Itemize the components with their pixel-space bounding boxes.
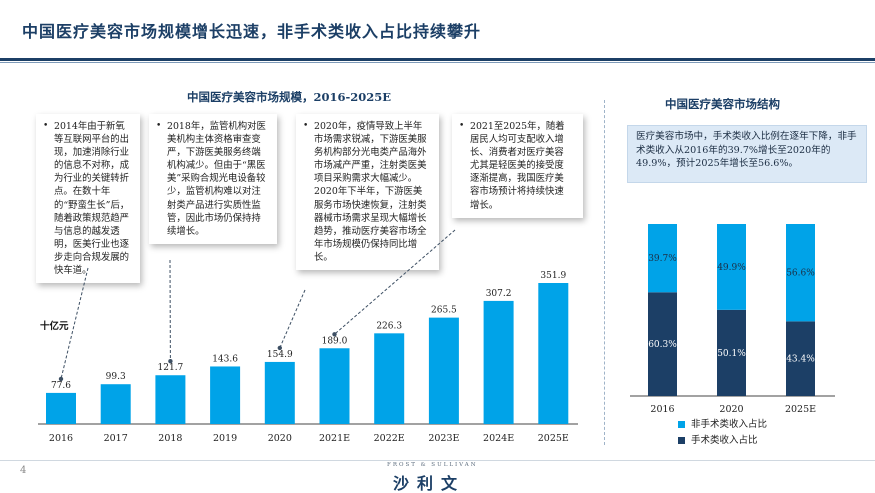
title-underline [0, 58, 875, 61]
x-tick-label: 2019 [213, 433, 237, 444]
bar-2019 [210, 366, 241, 424]
note-connector [279, 289, 306, 349]
bar-2017 [100, 384, 131, 424]
surgical-segment-2020 [717, 309, 746, 396]
legend-label: 手术类收入占比 [691, 435, 758, 446]
note-text: 2021至2025年，随着居民人均可支配收入增长、消费者对医疗美容尤其是轻医美的… [470, 121, 565, 211]
bar-2023E [428, 317, 459, 424]
bar-2021E [319, 348, 350, 424]
non-surgical-share-label: 49.9% [717, 263, 746, 273]
note-connector [60, 267, 89, 380]
non-surgical-segment-2020 [717, 224, 746, 310]
bar-2025E [538, 283, 569, 424]
note-text: 2018年，监管机构对医美机构主体资格审查变严，下游医美服务终端机构减少。但由于… [167, 121, 266, 237]
bullet-icon: • [43, 121, 49, 131]
unit-label: 十亿元 [40, 321, 69, 332]
note-2018: • 2018年，监管机构对医美机构主体资格审查变严，下游医美服务终端机构减少。但… [149, 114, 277, 244]
bar-value-label: 307.2 [486, 289, 512, 299]
section-divider [604, 100, 605, 445]
bar-value-label: 226.3 [376, 321, 402, 331]
footer-divider [0, 460, 875, 461]
bar-value-label: 143.6 [212, 354, 238, 364]
bar-value-label: 265.5 [431, 306, 457, 316]
bar-value-label: 189.0 [322, 336, 348, 346]
x-tick-label: 2018 [158, 433, 182, 444]
surgical-share-label: 60.3% [648, 340, 677, 350]
non-surgical-share-label: 56.6% [786, 269, 815, 279]
bullet-icon: • [459, 121, 465, 131]
structure-x-tick-label: 2020 [719, 404, 743, 415]
bar-2024E [483, 300, 514, 424]
note-connectors [58, 229, 456, 382]
connector-dot [58, 376, 64, 382]
market-size-bar-chart: 77.6 2016 99.3 2017 121.7 2018 143.6 2019 154.9 2… [38, 271, 578, 444]
legend-item-surgical: 手术类收入占比 [678, 432, 758, 446]
legend-swatch-icon [678, 421, 685, 428]
x-tick-label: 2016 [49, 433, 73, 444]
legend-swatch-icon [678, 437, 685, 444]
frost-sullivan-logo: 沙利文 [393, 474, 466, 493]
non-surgical-segment-2016 [648, 224, 677, 293]
structure-x-tick-label: 2025E [785, 404, 816, 415]
note-connector [334, 229, 456, 335]
non-surgical-share-label: 39.7% [648, 254, 677, 264]
surgical-share-label: 43.4% [786, 355, 815, 365]
x-tick-label: 2022E [374, 433, 405, 444]
legend-item-non-surgical: 非手术类收入占比 [678, 416, 767, 430]
logo-caption: FROST & SULLIVAN [387, 462, 478, 468]
non-surgical-segment-2025E [786, 224, 815, 322]
bar-value-label: 154.9 [267, 350, 293, 360]
market-size-chart-title: 中国医疗美容市场规模，2016-2025E [187, 90, 392, 104]
title-underline-thin [0, 62, 875, 63]
market-structure-summary: 医疗美容市场中，手术类收入比例在逐年下降，非手术类收入从2016年的39.7%增… [627, 125, 867, 183]
bullet-icon: • [303, 121, 309, 131]
bar-value-label: 351.9 [540, 271, 566, 281]
bar-2018 [155, 375, 186, 424]
note-text: 2020年，疫情导致上半年市场需求锐减，下游医美服务机构部分光电类产品海外市场减… [314, 121, 427, 263]
connector-dot [332, 332, 337, 337]
note-text: 2014年由于新氧等互联网平台的出现，加速消除行业的信息不对称，成为行业的关键转… [54, 121, 130, 277]
bar-2022E [374, 333, 405, 424]
bar-value-label: 77.6 [51, 381, 71, 391]
note-2014: • 2014年由于新氧等互联网平台的出现，加速消除行业的信息不对称，成为行业的关… [36, 114, 140, 284]
connector-dot [168, 359, 173, 364]
x-tick-label: 2023E [428, 433, 459, 444]
market-structure-chart-title: 中国医疗美容市场结构 [665, 97, 780, 111]
bar-value-label: 121.7 [158, 363, 184, 373]
x-tick-label: 2024E [483, 433, 514, 444]
x-tick-label: 2021E [319, 433, 350, 444]
bar-value-label: 99.3 [106, 372, 126, 382]
surgical-segment-2016 [648, 292, 677, 396]
bar-2016 [46, 392, 76, 424]
structure-x-tick-label: 2016 [650, 404, 674, 415]
x-tick-label: 2020 [268, 433, 292, 444]
legend-label: 非手术类收入占比 [691, 419, 768, 430]
note-2021-2025: • 2021至2025年，随着居民人均可支配收入增长、消费者对医疗美容尤其是轻医… [452, 114, 583, 218]
surgical-share-label: 50.1% [717, 349, 746, 359]
x-tick-label: 2017 [104, 433, 128, 444]
surgical-segment-2025E [786, 321, 815, 396]
bullet-icon: • [156, 121, 162, 131]
market-structure-stacked-chart: 60.3% 39.7% 2016 50.1% 49.9% 2020 43.4% 56.6% 20… [630, 224, 835, 415]
note-2020: • 2020年，疫情导致上半年市场需求锐减，下游医美服务机构部分光电类产品海外市… [296, 114, 439, 271]
page-number: 4 [20, 465, 27, 476]
page-title: 中国医疗美容市场规模增长迅速，非手术类收入占比持续攀升 [22, 22, 482, 41]
connector-dot [277, 345, 282, 351]
bar-2020 [264, 361, 295, 424]
x-tick-label: 2025E [538, 433, 569, 444]
